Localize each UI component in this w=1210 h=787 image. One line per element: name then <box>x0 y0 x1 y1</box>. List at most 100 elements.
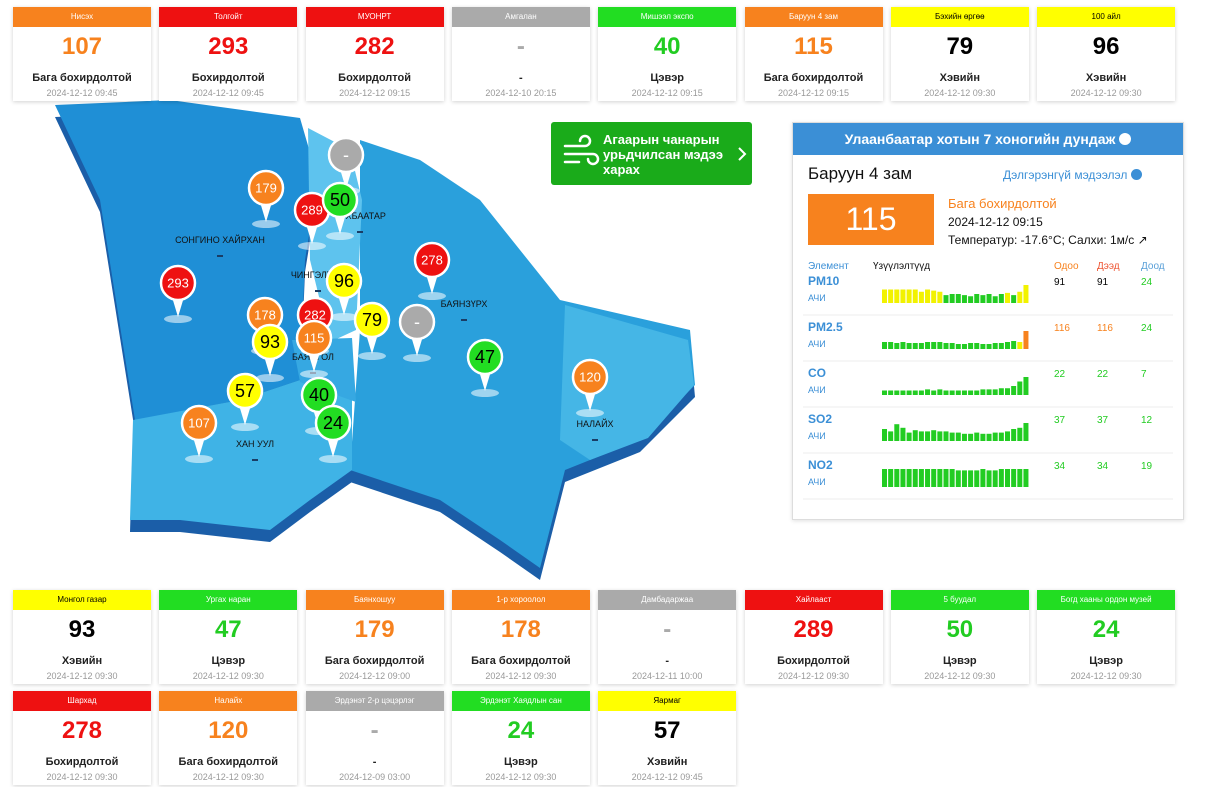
district-dash <box>592 439 598 441</box>
district-label: СОНГИНО ХАЙРХАН <box>175 234 265 245</box>
station-time: 2024-12-12 09:30 <box>192 671 264 681</box>
district-label: СҮХБААТАР <box>334 211 386 221</box>
station-card[interactable]: Дамбадаржаа - - 2024-12-11 10:00 <box>598 590 737 684</box>
station-card[interactable]: МУОНРТ 282 Бохирдолтой 2024-12-12 09:15 <box>305 7 444 101</box>
station-value: 93 <box>68 616 96 643</box>
spark-bar <box>900 390 906 395</box>
spark-bar <box>974 294 980 303</box>
station-card[interactable]: Ургах наран 47 Цэвэр 2024-12-12 09:30 <box>159 590 298 684</box>
marker-pin <box>193 437 205 457</box>
station-card[interactable]: Баруун 4 зам 115 Бага бохирдолтой 2024-12-1… <box>744 7 883 101</box>
station-card[interactable]: Бэхийн өргөө 79 Хэвийн 2024-12-12 09:30 <box>890 7 1029 101</box>
spark-bar <box>937 342 943 349</box>
spark-bar <box>986 294 992 303</box>
map-marker: 47 <box>466 338 504 397</box>
station-status: Бага бохирдолтой <box>32 72 132 84</box>
station-status: Бага бохирдолтой <box>471 655 571 667</box>
spark-bar <box>918 343 924 349</box>
panel: Улаанбаатар хотын 7 хоногийн дундаж Бару… <box>792 122 1184 520</box>
spark-bar <box>894 390 900 395</box>
station-card[interactable]: Мишээл экспо 40 Цэвэр 2024-12-12 09:15 <box>598 7 737 101</box>
station-card[interactable]: Толгойт 293 Бохирдолтой 2024-12-12 09:45 <box>159 7 298 101</box>
spark-bar <box>1011 295 1017 303</box>
spark-bar <box>943 390 949 395</box>
station-card[interactable]: Монгол газар 93 Хэвийн 2024-12-12 09:30 <box>13 590 151 684</box>
map-marker: - <box>398 303 436 362</box>
marker-value: 57 <box>235 381 255 401</box>
station-time: 2024-12-12 09:30 <box>1070 671 1142 681</box>
station-status: - <box>519 72 523 84</box>
panel-header[interactable]: Улаанбаатар хотын 7 хоногийн дундаж <box>793 123 1183 155</box>
spark-bar <box>918 390 924 395</box>
station-time: 2024-12-11 10:00 <box>631 671 703 681</box>
spark-bar <box>974 343 980 349</box>
marker-value: 93 <box>260 332 280 352</box>
station-card[interactable]: Нисэх 107 Бага бохирдолтой 2024-12-12 09:45 <box>13 7 151 101</box>
spark-bar <box>949 469 955 487</box>
spark-bar <box>1005 469 1010 487</box>
station-time: 2024-12-12 09:30 <box>485 671 557 681</box>
station-time: 2024-12-12 09:45 <box>192 88 264 98</box>
station-card[interactable]: Амгалан - - 2024-12-10 20:15 <box>451 7 590 101</box>
map-marker: 93 <box>251 323 289 382</box>
spark-bar <box>931 469 937 487</box>
station-value: 50 <box>946 616 974 643</box>
district-label: БАЯНЗҮРХ <box>441 299 488 309</box>
spark-bar <box>992 343 998 349</box>
station-name: Налайх <box>159 691 298 711</box>
spark-bar <box>906 289 912 303</box>
station-card[interactable]: Налайх 120 Бага бохирдолтой 2024-12-12 09:3… <box>159 691 298 785</box>
panel-link[interactable]: Дэлгэрэнгүй мэдээлэл <box>1003 168 1142 182</box>
station-card[interactable]: Хайлааст 289 Бохирдолтой 2024-12-12 09:30 <box>744 590 883 684</box>
spark-bar <box>1005 431 1010 441</box>
station-card[interactable]: Эрдэнэт 2-р цэцэрлэг - - 2024-12-09 03:00 <box>305 691 444 785</box>
marker-circle <box>325 262 363 300</box>
district-label: НАЛАЙХ <box>576 418 613 429</box>
spark-bar <box>974 470 980 487</box>
station-card[interactable]: Богд хааны ордон музей 24 Цэвэр 2024-12-12 … <box>1037 590 1176 684</box>
marker-pin <box>264 356 276 376</box>
station-card[interactable]: Шархад 278 Бохирдолтой 2024-12-12 09:30 <box>13 691 151 785</box>
panel-station: Баруун 4 зам <box>808 164 913 183</box>
max-value: 116 <box>1097 323 1113 334</box>
spark-bar <box>918 431 924 441</box>
spark-bar <box>912 430 918 441</box>
station-time: 2024-12-12 09:15 <box>777 88 850 98</box>
spark-bar <box>882 289 887 303</box>
map-marker: 120 <box>571 358 609 417</box>
marker-value: 282 <box>304 307 326 322</box>
station-card[interactable]: 5 буудал 50 Цэвэр 2024-12-12 09:30 <box>890 590 1029 684</box>
spark-bar <box>955 344 961 349</box>
marker-circle <box>571 358 609 396</box>
marker-shadow <box>256 374 284 382</box>
element-unit: АЧИ <box>808 477 826 487</box>
spark-bar <box>998 388 1004 395</box>
panel-link-text[interactable]: Дэлгэрэнгүй мэдээлэл <box>1003 168 1128 182</box>
station-card[interactable]: Баянхошуу 179 Бага бохирдолтой 2024-12-12 0… <box>305 590 444 684</box>
forecast-button[interactable]: Агаарын чанарын урьдчилсан мэдээ харах <box>551 122 752 185</box>
station-value: 178 <box>500 616 541 643</box>
spark-bar <box>894 289 900 303</box>
station-card[interactable]: 100 айл 96 Хэвийн 2024-12-12 09:30 <box>1037 7 1176 101</box>
spark-bar <box>1017 469 1023 487</box>
station-status: Цэвэр <box>211 655 246 667</box>
table-header: Дээд <box>1097 261 1120 272</box>
spark-bar <box>925 342 931 349</box>
table-header: Элемент <box>808 261 849 272</box>
station-card[interactable]: Яармаг 57 Хэвийн 2024-12-12 09:45 <box>598 691 737 785</box>
panel-status: Бага бохирдолтой <box>948 196 1057 211</box>
marker-pin <box>172 297 184 317</box>
station-time: 2024-12-12 09:30 <box>924 671 996 681</box>
marker-circle <box>353 301 391 339</box>
spark-bar <box>1005 292 1010 303</box>
station-card[interactable]: Эрдэнэт Хаядлын сан 24 Цэвэр 2024-12-12 09:… <box>451 691 590 785</box>
spark-bar <box>1011 429 1017 441</box>
spark-bar <box>882 390 887 395</box>
marker-value: 178 <box>254 307 276 322</box>
spark-bar <box>961 295 967 303</box>
station-value: 107 <box>61 33 103 60</box>
marker-pin <box>584 391 596 411</box>
station-card[interactable]: 1-р хороолол 178 Бага бохирдолтой 2024-12-1… <box>451 590 590 684</box>
element-name: CO <box>808 366 826 380</box>
